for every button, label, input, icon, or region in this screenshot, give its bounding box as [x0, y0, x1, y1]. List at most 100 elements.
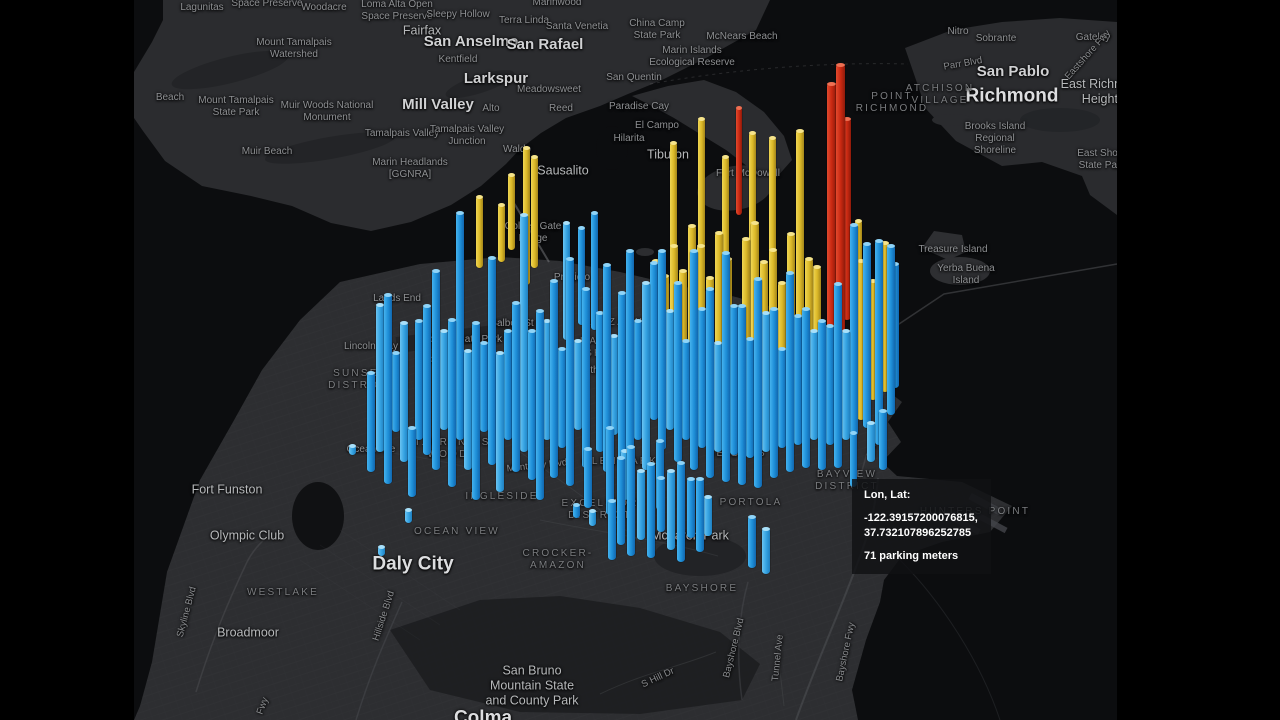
data-column[interactable] [566, 257, 574, 486]
data-column[interactable] [826, 324, 834, 445]
data-column[interactable] [742, 237, 750, 398]
data-column[interactable] [590, 211, 598, 330]
data-column[interactable] [746, 337, 754, 458]
data-column[interactable] [423, 304, 431, 455]
data-column[interactable] [796, 129, 804, 390]
data-column[interactable] [842, 329, 850, 440]
data-column[interactable] [679, 269, 687, 390]
data-column[interactable] [415, 319, 423, 440]
data-column[interactable] [696, 477, 704, 552]
data-column[interactable] [348, 444, 356, 455]
data-column[interactable] [857, 259, 865, 420]
data-column[interactable] [475, 195, 483, 268]
data-column[interactable] [667, 469, 675, 550]
data-column[interactable] [610, 334, 618, 435]
data-column[interactable] [488, 256, 496, 465]
data-column[interactable] [730, 304, 738, 455]
data-column[interactable] [802, 307, 810, 468]
data-column[interactable] [682, 339, 690, 440]
data-column[interactable] [543, 319, 551, 440]
data-column[interactable] [834, 282, 842, 468]
data-column[interactable] [658, 249, 666, 450]
data-column[interactable] [520, 213, 528, 452]
data-column[interactable] [588, 509, 596, 526]
data-column[interactable] [504, 329, 512, 440]
data-column[interactable] [558, 347, 566, 448]
data-column[interactable] [698, 307, 706, 448]
data-column[interactable] [669, 141, 677, 300]
data-column[interactable] [626, 249, 634, 488]
data-column[interactable] [849, 431, 857, 487]
data-column[interactable] [577, 226, 585, 325]
data-column[interactable] [528, 329, 536, 480]
data-column[interactable] [367, 371, 375, 472]
data-column[interactable] [621, 449, 629, 500]
data-column[interactable] [818, 319, 826, 470]
data-column[interactable] [850, 223, 858, 436]
data-column[interactable] [507, 173, 515, 250]
data-column[interactable] [608, 499, 616, 560]
data-column[interactable] [650, 261, 658, 420]
data-column[interactable] [618, 291, 626, 462]
data-column[interactable] [617, 456, 625, 545]
data-column[interactable] [603, 263, 611, 472]
data-column[interactable] [497, 203, 505, 262]
data-column[interactable] [440, 329, 448, 430]
data-column[interactable] [456, 211, 464, 440]
data-column[interactable] [496, 351, 504, 492]
data-column[interactable] [572, 503, 580, 518]
data-column[interactable] [875, 239, 883, 445]
data-column[interactable] [722, 251, 730, 482]
data-column[interactable] [748, 515, 756, 568]
data-column[interactable] [826, 82, 836, 335]
data-column[interactable] [384, 293, 392, 484]
data-column[interactable] [754, 277, 762, 488]
data-column[interactable] [714, 341, 722, 452]
data-column[interactable] [762, 527, 770, 574]
data-column[interactable] [690, 249, 698, 470]
data-column[interactable] [715, 231, 723, 402]
data-column[interactable] [863, 242, 871, 428]
data-column[interactable] [472, 321, 480, 500]
data-column[interactable] [550, 279, 558, 478]
data-column[interactable] [642, 281, 650, 470]
data-column[interactable] [794, 314, 802, 445]
data-column[interactable] [606, 426, 614, 515]
data-column[interactable] [687, 477, 695, 538]
data-column[interactable] [835, 63, 845, 340]
data-column[interactable] [584, 447, 592, 508]
data-column[interactable] [627, 445, 635, 556]
data-column[interactable] [879, 409, 887, 470]
data-column[interactable] [400, 321, 408, 462]
data-column[interactable] [813, 265, 821, 384]
data-column[interactable] [464, 349, 472, 470]
data-column[interactable] [536, 309, 544, 500]
data-column[interactable] [869, 279, 877, 400]
data-column[interactable] [891, 262, 899, 388]
data-column[interactable] [574, 339, 582, 430]
data-column[interactable] [762, 311, 770, 452]
data-column[interactable] [736, 106, 742, 215]
data-column[interactable] [408, 426, 416, 497]
data-column[interactable] [376, 303, 384, 452]
data-column[interactable] [596, 311, 604, 452]
data-column[interactable] [697, 117, 705, 290]
data-column[interactable] [843, 117, 851, 320]
data-column[interactable] [704, 495, 712, 536]
data-column[interactable] [867, 421, 875, 462]
data-column[interactable] [666, 309, 674, 430]
data-column[interactable] [404, 508, 412, 523]
data-column[interactable] [377, 545, 385, 556]
data-column[interactable] [530, 155, 538, 268]
data-column[interactable] [770, 307, 778, 478]
data-column[interactable] [674, 281, 682, 462]
data-column[interactable] [657, 476, 665, 532]
data-column[interactable] [392, 351, 400, 432]
data-column[interactable] [778, 347, 786, 448]
data-column[interactable] [677, 461, 685, 562]
data-column[interactable] [480, 341, 488, 432]
data-column[interactable] [706, 287, 714, 478]
data-column[interactable] [810, 329, 818, 440]
data-column[interactable] [512, 301, 520, 472]
